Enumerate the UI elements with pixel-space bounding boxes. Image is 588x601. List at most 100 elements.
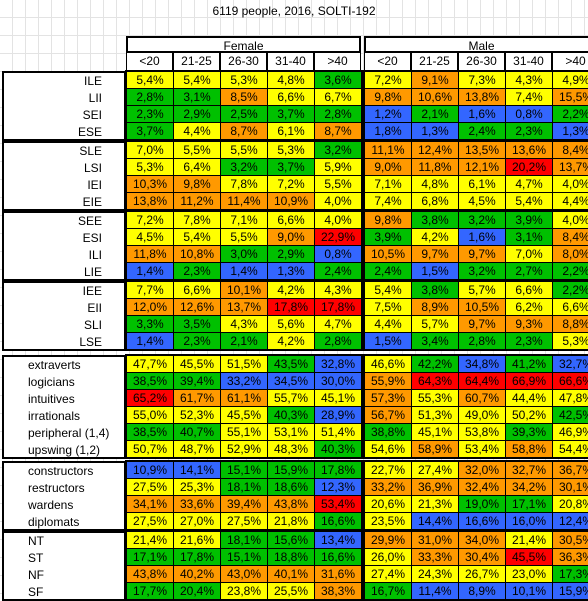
data-cell[interactable]: 4,0% bbox=[552, 211, 588, 229]
data-cell[interactable]: 55,7% bbox=[267, 389, 315, 407]
data-cell[interactable]: 3,2% bbox=[220, 158, 268, 176]
data-cell[interactable]: 3,0% bbox=[220, 245, 268, 263]
data-cell[interactable]: 46,9% bbox=[552, 423, 588, 441]
data-cell[interactable]: 4,0% bbox=[314, 211, 362, 229]
data-cell[interactable]: 25,5% bbox=[267, 582, 315, 600]
data-cell[interactable]: 50,7% bbox=[126, 440, 174, 458]
data-cell[interactable]: 51,3% bbox=[411, 406, 459, 424]
data-cell[interactable]: 16,0% bbox=[505, 512, 553, 530]
data-cell[interactable]: 21,3% bbox=[411, 495, 459, 513]
data-cell[interactable]: 2,3% bbox=[126, 105, 174, 123]
data-cell[interactable]: 6,6% bbox=[267, 211, 315, 229]
data-cell[interactable]: 51,4% bbox=[314, 423, 362, 441]
data-cell[interactable]: 12,0% bbox=[126, 298, 174, 316]
data-cell[interactable]: 17,8% bbox=[267, 298, 315, 316]
data-cell[interactable]: 53,1% bbox=[267, 423, 315, 441]
data-cell[interactable]: 3,6% bbox=[314, 71, 362, 89]
data-cell[interactable]: 66,9% bbox=[505, 372, 553, 390]
data-cell[interactable]: 34,8% bbox=[458, 355, 506, 373]
data-cell[interactable]: 15,1% bbox=[220, 461, 268, 479]
data-cell[interactable]: 7,8% bbox=[220, 175, 268, 193]
data-cell[interactable]: 7,0% bbox=[505, 245, 553, 263]
data-cell[interactable]: 1,4% bbox=[126, 262, 174, 280]
data-cell[interactable]: 3,3% bbox=[126, 315, 174, 333]
data-cell[interactable]: 7,2% bbox=[126, 211, 174, 229]
data-cell[interactable]: 2,2% bbox=[552, 281, 588, 299]
data-cell[interactable]: 23,5% bbox=[364, 512, 412, 530]
data-cell[interactable]: 2,2% bbox=[552, 262, 588, 280]
data-cell[interactable]: 57,3% bbox=[364, 389, 412, 407]
data-cell[interactable]: 2,7% bbox=[505, 262, 553, 280]
data-cell[interactable]: 40,7% bbox=[173, 423, 221, 441]
data-cell[interactable]: 10,1% bbox=[220, 281, 268, 299]
data-cell[interactable]: 5,5% bbox=[220, 141, 268, 159]
data-cell[interactable]: 7,1% bbox=[220, 211, 268, 229]
data-cell[interactable]: 17,1% bbox=[505, 495, 553, 513]
data-cell[interactable]: 32,4% bbox=[458, 478, 506, 496]
data-cell[interactable]: 3,2% bbox=[458, 211, 506, 229]
data-cell[interactable]: 4,4% bbox=[173, 122, 221, 140]
data-cell[interactable]: 36,3% bbox=[552, 548, 588, 566]
data-cell[interactable]: 1,8% bbox=[364, 122, 412, 140]
data-cell[interactable]: 4,4% bbox=[364, 315, 412, 333]
data-cell[interactable]: 56,7% bbox=[364, 406, 412, 424]
data-cell[interactable]: 13,4% bbox=[314, 531, 362, 549]
data-cell[interactable]: 3,1% bbox=[505, 228, 553, 246]
data-cell[interactable]: 18,6% bbox=[267, 478, 315, 496]
data-cell[interactable]: 47,7% bbox=[126, 355, 174, 373]
data-cell[interactable]: 43,0% bbox=[220, 565, 268, 583]
data-cell[interactable]: 45,5% bbox=[505, 548, 553, 566]
data-cell[interactable]: 5,4% bbox=[126, 71, 174, 89]
data-cell[interactable]: 3,9% bbox=[505, 211, 553, 229]
data-cell[interactable]: 7,2% bbox=[364, 71, 412, 89]
data-cell[interactable]: 11,1% bbox=[364, 141, 412, 159]
data-cell[interactable]: 18,1% bbox=[220, 531, 268, 549]
data-cell[interactable]: 4,3% bbox=[505, 71, 553, 89]
data-cell[interactable]: 8,9% bbox=[458, 582, 506, 600]
data-cell[interactable]: 17,8% bbox=[314, 298, 362, 316]
data-cell[interactable]: 13,7% bbox=[220, 298, 268, 316]
data-cell[interactable]: 32,0% bbox=[458, 461, 506, 479]
data-cell[interactable]: 4,0% bbox=[314, 192, 362, 210]
data-cell[interactable]: 27,5% bbox=[126, 512, 174, 530]
data-cell[interactable]: 55,3% bbox=[411, 389, 459, 407]
data-cell[interactable]: 5,7% bbox=[411, 315, 459, 333]
data-cell[interactable]: 12,4% bbox=[552, 512, 588, 530]
data-cell[interactable]: 14,4% bbox=[411, 512, 459, 530]
data-cell[interactable]: 3,7% bbox=[267, 105, 315, 123]
data-cell[interactable]: 7,1% bbox=[364, 175, 412, 193]
data-cell[interactable]: 34,1% bbox=[126, 495, 174, 513]
data-cell[interactable]: 2,9% bbox=[267, 245, 315, 263]
data-cell[interactable]: 39,3% bbox=[505, 423, 553, 441]
data-cell[interactable]: 17,8% bbox=[173, 548, 221, 566]
data-cell[interactable]: 39,4% bbox=[173, 372, 221, 390]
data-cell[interactable]: 4,0% bbox=[552, 175, 588, 193]
data-cell[interactable]: 21,4% bbox=[505, 531, 553, 549]
data-cell[interactable]: 40,2% bbox=[173, 565, 221, 583]
data-cell[interactable]: 24,3% bbox=[411, 565, 459, 583]
data-cell[interactable]: 11,2% bbox=[173, 192, 221, 210]
data-cell[interactable]: 38,8% bbox=[364, 423, 412, 441]
data-cell[interactable]: 48,3% bbox=[267, 440, 315, 458]
data-cell[interactable]: 10,6% bbox=[411, 88, 459, 106]
data-cell[interactable]: 6,4% bbox=[173, 158, 221, 176]
data-cell[interactable]: 3,7% bbox=[267, 158, 315, 176]
data-cell[interactable]: 58,8% bbox=[505, 440, 553, 458]
data-cell[interactable]: 16,6% bbox=[314, 512, 362, 530]
data-cell[interactable]: 39,4% bbox=[220, 495, 268, 513]
data-cell[interactable]: 9,1% bbox=[411, 71, 459, 89]
data-cell[interactable]: 52,9% bbox=[220, 440, 268, 458]
data-cell[interactable]: 17,1% bbox=[126, 548, 174, 566]
data-cell[interactable]: 10,5% bbox=[458, 298, 506, 316]
data-cell[interactable]: 27,0% bbox=[173, 512, 221, 530]
data-cell[interactable]: 11,8% bbox=[126, 245, 174, 263]
data-cell[interactable]: 45,1% bbox=[314, 389, 362, 407]
data-cell[interactable]: 17,3% bbox=[552, 565, 588, 583]
data-cell[interactable]: 5,5% bbox=[173, 141, 221, 159]
data-cell[interactable]: 5,7% bbox=[458, 281, 506, 299]
data-cell[interactable]: 2,1% bbox=[411, 105, 459, 123]
data-cell[interactable]: 1,3% bbox=[552, 122, 588, 140]
data-cell[interactable]: 9,8% bbox=[173, 175, 221, 193]
data-cell[interactable]: 10,9% bbox=[126, 461, 174, 479]
data-cell[interactable]: 0,8% bbox=[505, 105, 553, 123]
